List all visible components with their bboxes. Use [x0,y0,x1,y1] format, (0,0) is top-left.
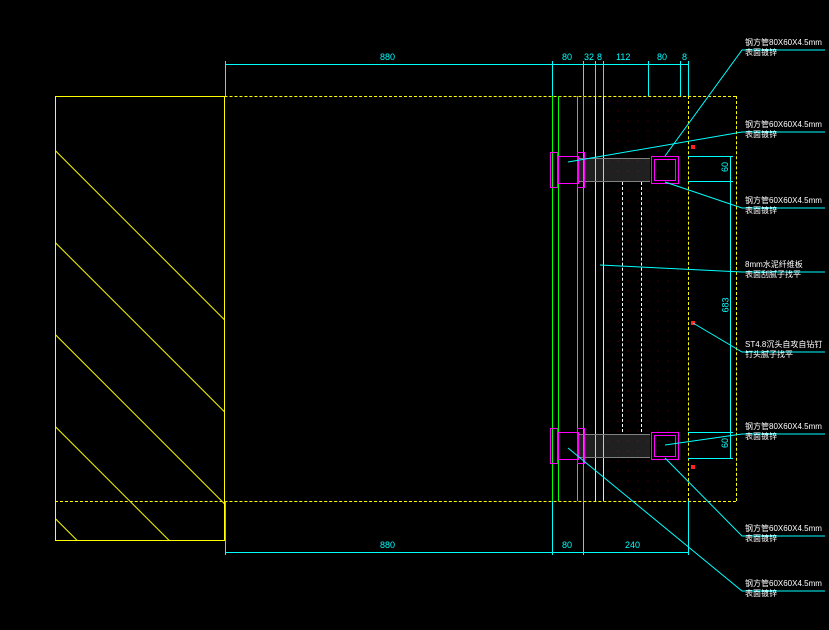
label-line1: 钢方管80X60X4.5mm [745,38,822,47]
label-line1: ST4.8沉头自攻自钻钉 [745,340,822,349]
dim-value: 112 [616,52,630,62]
dim-value: 60 [720,438,730,448]
grey-bar-bottom [578,434,650,458]
dim-value: 60 [720,162,730,172]
label-line2: 表面镀锌 [745,432,777,441]
label-line2: 表面镀锌 [745,534,777,543]
dim-value: 880 [380,540,395,550]
steel-box [651,156,679,184]
label-line1: 钢方管60X60X4.5mm [745,524,822,533]
dim-value: 8 [682,52,687,62]
dim-value: 80 [562,52,572,62]
dim-value: 880 [380,52,395,62]
label-line2: 钉头腻子找平 [745,350,793,359]
bracket [550,152,558,188]
label-line2: 表面镀锌 [745,48,777,57]
steel-box [558,156,579,184]
label-line2: 表面刮腻子找平 [745,270,801,279]
screw-mark [691,145,695,149]
steel-box [651,432,679,460]
bracket [577,428,585,464]
grey-bar-top [578,158,650,182]
bracket [550,428,558,464]
label-line1: 钢方管60X60X4.5mm [745,196,822,205]
cad-drawing: 880 80 32 8 112 80 8 880 80 240 60 683 6… [0,0,829,630]
dim-value: 80 [657,52,667,62]
screw-mark [691,465,695,469]
label-line2: 表面镀锌 [745,589,777,598]
dim-value: 683 [721,297,731,312]
dim-value: 32 [584,52,594,62]
dim-value: 80 [562,540,572,550]
label-line1: 钢方管80X60X4.5mm [745,422,822,431]
dim-value: 240 [625,540,640,550]
label-line1: 钢方管60X60X4.5mm [745,120,822,129]
label-line1: 8mm水泥纤维板 [745,260,803,269]
label-line1: 钢方管60X60X4.5mm [745,579,822,588]
bracket [577,152,585,188]
steel-box [558,432,579,460]
wall-hatch [55,96,225,541]
dim-value: 8 [597,52,602,62]
label-line2: 表面镀锌 [745,130,777,139]
screw-mark [691,321,695,325]
label-line2: 表面镀锌 [745,206,777,215]
